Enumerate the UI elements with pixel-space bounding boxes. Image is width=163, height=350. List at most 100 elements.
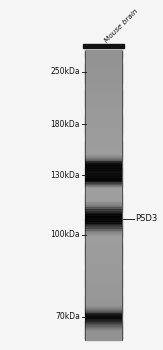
Bar	[85, 154, 122, 155]
Bar	[85, 207, 122, 208]
Bar	[85, 216, 122, 217]
Bar	[85, 262, 122, 264]
Bar	[85, 176, 122, 177]
Bar	[85, 276, 122, 278]
Bar	[85, 318, 122, 319]
Bar	[85, 323, 122, 324]
Bar	[85, 216, 122, 217]
Bar	[85, 172, 122, 173]
Bar	[85, 176, 122, 177]
Bar	[85, 311, 122, 312]
Bar	[85, 314, 122, 315]
Bar	[85, 211, 122, 212]
Bar	[85, 296, 122, 298]
Bar	[85, 176, 122, 177]
Bar	[85, 247, 122, 249]
Bar	[85, 182, 122, 183]
Bar	[85, 220, 122, 221]
Text: 180kDa: 180kDa	[50, 120, 80, 129]
Bar	[85, 249, 122, 251]
Bar	[85, 337, 122, 338]
Bar	[85, 155, 122, 157]
Bar	[85, 215, 122, 216]
Bar	[85, 153, 122, 155]
Bar	[85, 120, 122, 122]
Bar	[85, 245, 122, 246]
Bar	[85, 92, 122, 94]
Bar	[85, 165, 122, 166]
Bar	[85, 322, 122, 323]
Bar	[85, 169, 122, 170]
Bar	[85, 208, 122, 210]
Bar	[85, 320, 122, 321]
Bar	[85, 140, 122, 142]
Bar	[85, 308, 122, 309]
Bar	[85, 233, 122, 234]
Bar	[85, 230, 122, 232]
Bar	[85, 205, 122, 206]
Bar	[85, 181, 122, 182]
Bar	[85, 180, 122, 182]
Bar	[85, 202, 122, 203]
Bar	[85, 309, 122, 310]
Bar	[85, 311, 122, 312]
Bar	[85, 166, 122, 167]
Bar	[85, 182, 122, 183]
Bar	[85, 205, 122, 206]
Bar	[85, 170, 122, 171]
Bar	[85, 168, 122, 169]
Bar	[85, 56, 122, 57]
Bar	[85, 315, 122, 316]
Bar	[85, 159, 122, 160]
Bar	[85, 328, 122, 329]
Bar	[85, 320, 122, 321]
Bar	[85, 312, 122, 313]
Bar	[85, 70, 122, 72]
Bar	[85, 246, 122, 248]
Bar	[85, 223, 122, 224]
Bar	[85, 185, 122, 187]
Bar	[85, 233, 122, 234]
Bar	[85, 83, 122, 84]
Bar	[85, 180, 122, 181]
Bar	[85, 324, 122, 325]
Bar	[85, 224, 122, 225]
Bar	[85, 226, 122, 227]
Bar	[85, 63, 122, 65]
Bar	[85, 119, 122, 121]
Bar	[85, 180, 122, 181]
Bar	[85, 268, 122, 270]
Bar	[85, 60, 122, 61]
Bar	[85, 131, 122, 133]
Bar	[85, 199, 122, 201]
Bar	[85, 222, 122, 223]
Bar	[85, 209, 122, 210]
Bar	[85, 327, 122, 328]
Bar	[85, 225, 122, 227]
Bar	[85, 227, 122, 228]
Bar	[85, 166, 122, 167]
Bar	[85, 113, 122, 114]
Bar	[85, 156, 122, 157]
Bar	[85, 155, 122, 156]
Bar	[85, 62, 122, 63]
Bar	[85, 116, 122, 117]
Bar	[85, 174, 122, 175]
Bar	[85, 161, 122, 162]
Bar	[85, 214, 122, 215]
Bar	[85, 317, 122, 318]
Bar	[85, 206, 122, 207]
Bar	[85, 168, 122, 170]
Bar	[85, 154, 122, 156]
Bar	[85, 220, 122, 221]
Bar	[85, 117, 122, 118]
Bar	[85, 302, 122, 304]
Bar	[85, 231, 122, 232]
Bar	[85, 240, 122, 242]
Bar	[85, 185, 122, 186]
Bar	[85, 78, 122, 80]
Bar	[85, 172, 122, 173]
Bar	[85, 325, 122, 326]
Bar	[85, 188, 122, 189]
Bar	[85, 229, 122, 231]
